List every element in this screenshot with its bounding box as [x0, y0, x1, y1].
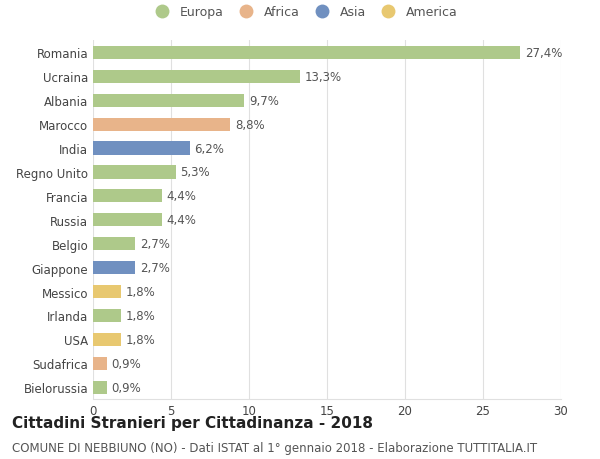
Text: 2,7%: 2,7% — [140, 238, 170, 251]
Bar — [93, 71, 301, 84]
Bar — [93, 262, 135, 274]
Bar — [93, 333, 121, 346]
Text: 9,7%: 9,7% — [249, 95, 279, 107]
Text: 4,4%: 4,4% — [166, 190, 196, 203]
Bar — [93, 285, 121, 298]
Text: 5,3%: 5,3% — [181, 166, 210, 179]
Bar — [93, 357, 107, 370]
Text: Cittadini Stranieri per Cittadinanza - 2018: Cittadini Stranieri per Cittadinanza - 2… — [12, 415, 373, 431]
Bar — [93, 95, 244, 107]
Text: 4,4%: 4,4% — [166, 214, 196, 227]
Bar — [93, 118, 230, 131]
Bar — [93, 309, 121, 322]
Text: 1,8%: 1,8% — [126, 333, 155, 346]
Text: COMUNE DI NEBBIUNO (NO) - Dati ISTAT al 1° gennaio 2018 - Elaborazione TUTTITALI: COMUNE DI NEBBIUNO (NO) - Dati ISTAT al … — [12, 441, 537, 453]
Text: 1,8%: 1,8% — [126, 309, 155, 322]
Bar — [93, 142, 190, 155]
Text: 1,8%: 1,8% — [126, 285, 155, 298]
Bar — [93, 238, 135, 251]
Text: 2,7%: 2,7% — [140, 262, 170, 274]
Text: 0,9%: 0,9% — [112, 357, 142, 370]
Bar — [93, 166, 176, 179]
Bar — [93, 214, 161, 227]
Legend: Europa, Africa, Asia, America: Europa, Africa, Asia, America — [150, 6, 457, 19]
Text: 27,4%: 27,4% — [525, 47, 562, 60]
Text: 8,8%: 8,8% — [235, 118, 265, 131]
Bar — [93, 381, 107, 394]
Text: 13,3%: 13,3% — [305, 71, 342, 84]
Bar — [93, 190, 161, 203]
Text: 0,9%: 0,9% — [112, 381, 142, 394]
Bar — [93, 47, 520, 60]
Text: 6,2%: 6,2% — [194, 142, 224, 155]
